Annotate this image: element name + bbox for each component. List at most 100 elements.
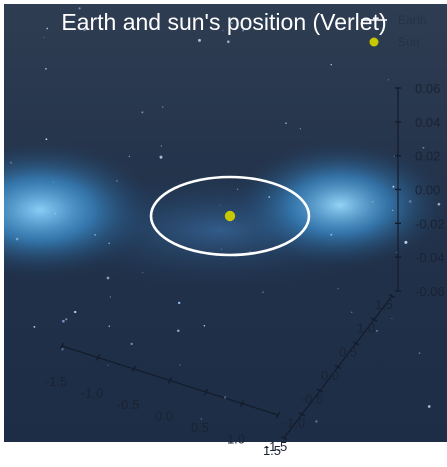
star [107, 364, 109, 366]
star [106, 276, 110, 280]
earth-orbit-path [149, 175, 311, 257]
star-field [9, 7, 441, 423]
star [262, 291, 265, 294]
legend-sun-label: Sun [398, 35, 419, 49]
star [220, 248, 222, 250]
star [396, 251, 398, 253]
x-tick [59, 342, 65, 350]
star [248, 17, 250, 20]
star [427, 405, 431, 408]
star [108, 325, 111, 327]
star [45, 67, 47, 70]
star [160, 145, 162, 147]
star [43, 36, 45, 39]
star [249, 251, 251, 253]
z-tick-label: -0.02 [415, 216, 445, 231]
star [393, 155, 396, 157]
star [83, 28, 87, 31]
z-tick-label: 0.00 [415, 183, 440, 198]
x-tick-label: -0.5 [117, 397, 139, 412]
x-tick-label: 0.0 [155, 409, 173, 424]
star [391, 209, 394, 212]
star [61, 347, 64, 351]
legend-earth-label: Earth [398, 13, 427, 27]
z-tick-label: 0.02 [415, 149, 440, 164]
star [109, 296, 111, 298]
star [337, 288, 339, 290]
chart-marks [149, 175, 311, 257]
star [74, 310, 77, 314]
star [9, 161, 13, 164]
star [375, 329, 379, 332]
y-tick [352, 341, 360, 346]
x-tick [95, 354, 101, 361]
star [392, 185, 395, 188]
legend-sun-swatch [369, 37, 379, 47]
x-tick [167, 377, 173, 384]
star [351, 311, 353, 313]
y-tick-label: 0.5 [339, 344, 357, 359]
x-tick-label: -1.0 [81, 386, 103, 401]
star [371, 200, 374, 203]
star [15, 237, 19, 241]
star [408, 200, 412, 203]
star [52, 181, 55, 183]
star [242, 29, 245, 32]
star [268, 196, 271, 198]
star [54, 212, 57, 215]
z-tick-label: 0.06 [415, 81, 440, 96]
star [330, 63, 332, 66]
star [404, 240, 408, 244]
star [222, 29, 224, 32]
star [438, 290, 440, 292]
x-tick-label: 0.5 [191, 420, 209, 435]
star [78, 7, 81, 10]
star [219, 204, 221, 206]
star [45, 138, 48, 141]
y-tick [370, 317, 378, 322]
x-tick [275, 411, 281, 419]
star [226, 40, 230, 44]
y-tick [388, 293, 396, 299]
y-tick-label: 0.0 [321, 368, 339, 383]
star [299, 128, 301, 130]
star [330, 233, 333, 236]
x-tick-label: -1.5 [45, 374, 67, 389]
y-tick-label: -1.0 [283, 415, 305, 430]
y-tick-label: -0.5 [301, 392, 323, 407]
star [128, 155, 131, 158]
y-tick [298, 412, 306, 417]
star [315, 420, 318, 423]
z-tick-label: -0.06 [415, 284, 445, 299]
y-tick [280, 435, 288, 441]
sun-point [224, 210, 236, 222]
y-tick-label: 1.0 [357, 321, 375, 336]
y-tick [316, 388, 324, 393]
star [46, 27, 49, 30]
nebula-right [4, 4, 447, 442]
legend: Earth Sun [361, 13, 427, 49]
star [141, 111, 144, 114]
x-tick [203, 388, 209, 396]
x-tick [131, 365, 137, 373]
star [391, 317, 393, 319]
star [108, 242, 110, 244]
star [203, 324, 206, 327]
x-tick [239, 400, 245, 407]
star [200, 418, 202, 420]
axes: -1.5-1.0-0.50.00.51.01.5-1.5-1.0-0.50.00… [45, 81, 445, 458]
star [179, 364, 181, 366]
star [142, 272, 144, 274]
star [387, 79, 389, 81]
star [130, 342, 133, 346]
star [237, 188, 239, 190]
star [422, 146, 425, 149]
star [116, 179, 118, 182]
star [418, 352, 421, 354]
chart-title: Earth and sun's position (Verlet) [61, 9, 386, 35]
y-tick-label: -1.5 [265, 439, 287, 454]
y-tick-label: 1.5 [375, 297, 393, 312]
star [159, 155, 163, 159]
